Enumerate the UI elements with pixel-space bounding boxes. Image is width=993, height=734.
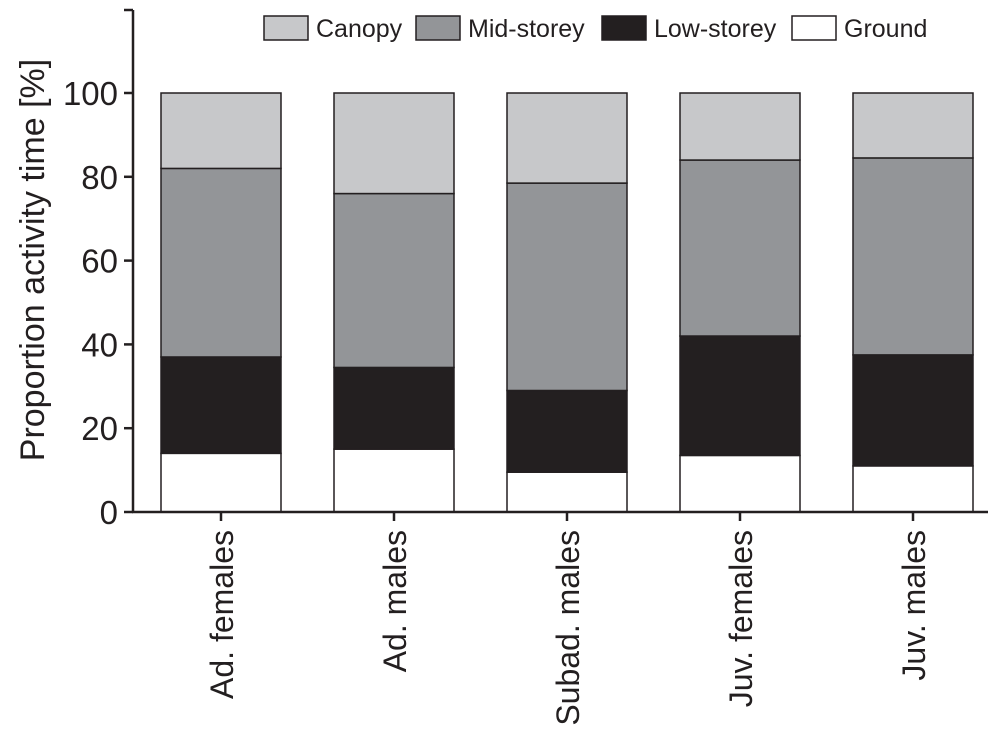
legend-swatch [791,15,837,41]
x-tick-label: Subad. males [550,530,586,726]
bar-segment-canopy [679,92,801,161]
bar-segment-mid-storey [160,167,282,358]
bar-group [160,92,282,513]
bar-segment-low-storey [160,356,282,455]
legend-swatch [601,15,647,41]
bar-segment-mid-storey [333,192,455,369]
legend-swatch [263,15,309,41]
bar-segment-ground [333,448,455,513]
legend-label: Canopy [316,15,403,43]
bar-segment-low-storey [506,389,628,473]
bar-group [506,92,628,513]
y-tick-label: 100 [63,75,118,112]
y-axis-label: Proportion activity time [%] [14,59,52,461]
legend: Canopy Mid-storey Low-storey Ground [263,15,927,43]
bar-segment-ground [506,471,628,513]
bar-segment-low-storey [333,366,455,450]
legend-item: Low-storey [601,15,777,43]
bar-segment-ground [160,452,282,513]
legend-swatch [415,15,461,41]
y-tick-label: 80 [81,159,118,196]
x-tick-label: Ad. males [377,530,413,672]
bar-segment-mid-storey [852,157,974,356]
x-tick-label: Juv. males [896,530,932,681]
legend-label: Mid-storey [468,15,585,43]
y-tick-label: 0 [100,494,118,531]
legend-item: Ground [791,15,927,43]
bar-group [852,92,974,513]
bar-segment-canopy [160,92,282,170]
legend-label: Ground [844,15,927,43]
y-tick-label: 40 [81,326,118,363]
bar-segment-low-storey [679,335,801,457]
bar-segment-canopy [852,92,974,159]
bar-group [333,92,455,513]
bar-segment-mid-storey [679,159,801,337]
bar-segment-ground [852,465,974,513]
legend-item: Mid-storey [415,15,585,43]
legend-item: Canopy [263,15,403,43]
x-ticks: Ad. females Ad. males Subad. males Juv. fem… [204,512,932,726]
bar-segment-canopy [333,92,455,195]
bar-segment-ground [679,454,801,513]
x-tick-label: Juv. females [723,530,759,707]
y-tick-label: 60 [81,243,118,280]
bar-segment-low-storey [852,354,974,467]
bar-segment-canopy [506,92,628,184]
bar-group [679,92,801,513]
y-tick-label: 20 [81,410,118,447]
x-tick-label: Ad. females [204,530,240,699]
legend-label: Low-storey [654,15,777,43]
bars [160,92,974,513]
y-ticks: 0 20 40 60 80 100 [63,8,133,531]
bar-segment-mid-storey [506,182,628,392]
